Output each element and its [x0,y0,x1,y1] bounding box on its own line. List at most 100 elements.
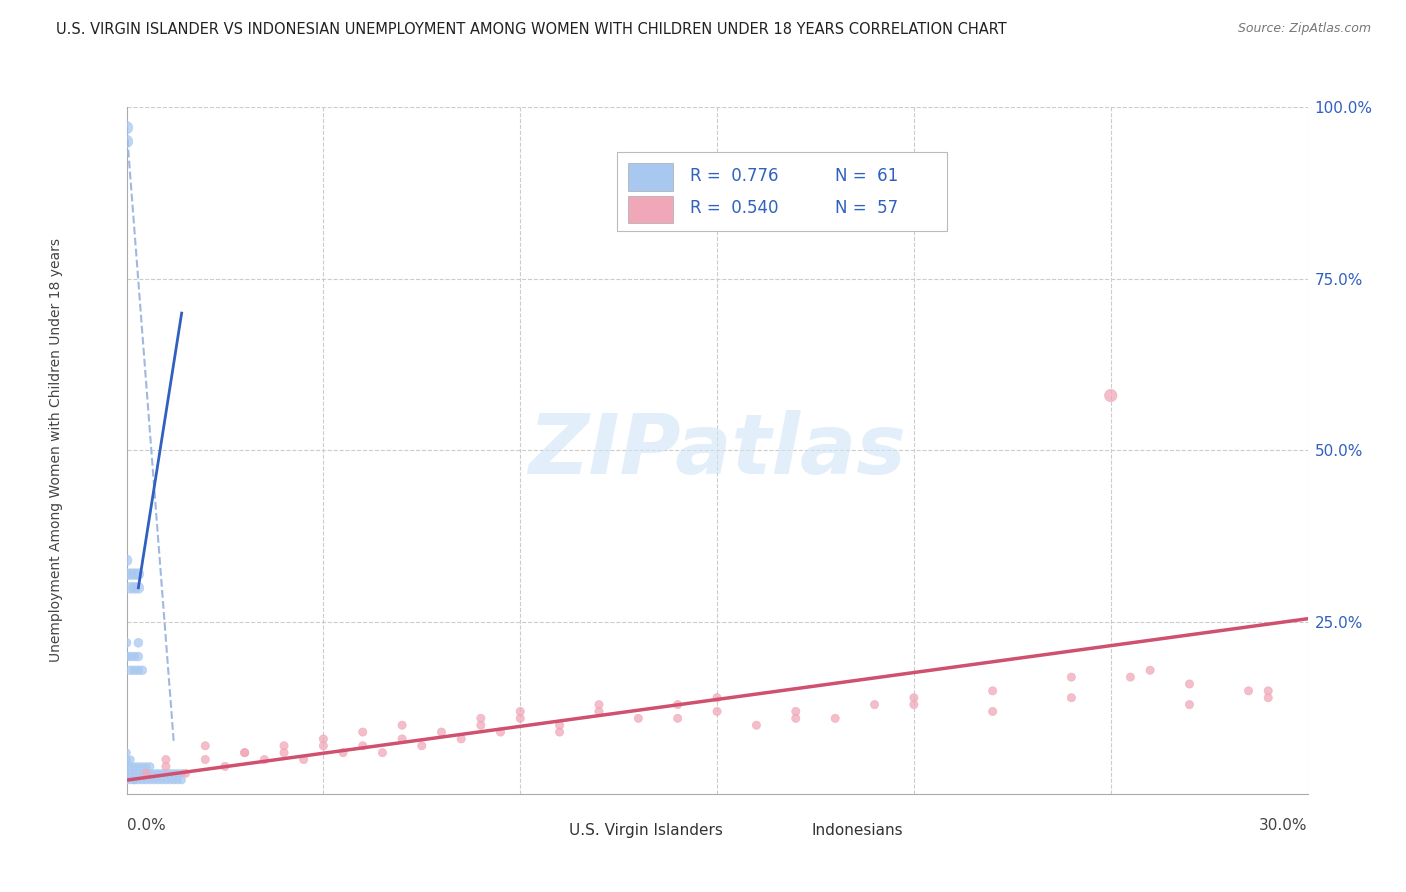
Point [120,649,142,664]
Point [391,718,413,732]
Point [127,636,149,650]
Point [548,718,571,732]
Point [115,746,138,760]
Point [666,711,689,725]
Point [135,773,157,788]
Point [371,746,394,760]
Point [155,752,177,766]
Point [120,773,142,788]
Point [124,567,146,582]
Point [253,752,276,766]
Text: N =  61: N = 61 [835,167,898,185]
Point [391,731,413,746]
Point [146,766,169,780]
Text: Source: ZipAtlas.com: Source: ZipAtlas.com [1237,22,1371,36]
Point [450,731,472,746]
Point [115,636,138,650]
Point [312,739,335,753]
Point [135,766,157,780]
Point [411,739,433,753]
Point [120,581,142,595]
Point [312,731,335,746]
Point [170,773,193,788]
Point [981,705,1004,719]
Point [233,746,256,760]
Bar [516,821,558,840]
Text: 0.0%: 0.0% [127,818,166,833]
Point [706,690,728,705]
Text: Indonesians: Indonesians [811,822,903,838]
Point [174,766,197,780]
Text: 30.0%: 30.0% [1260,818,1308,833]
Point [139,773,162,788]
Point [352,739,374,753]
Point [1237,683,1260,698]
Point [745,718,768,732]
Point [214,759,236,773]
Point [163,766,186,780]
Point [155,759,177,773]
Point [155,766,177,780]
Point [1139,663,1161,677]
Point [127,581,149,595]
Point [131,766,153,780]
Point [706,705,728,719]
Point [548,725,571,739]
Point [115,649,138,664]
FancyBboxPatch shape [617,152,948,231]
Point [131,773,153,788]
Point [1178,698,1201,712]
Point [233,746,256,760]
Point [120,663,142,677]
Point [135,766,157,780]
Point [115,134,138,148]
Point [124,649,146,664]
Point [159,773,181,788]
Point [166,773,188,788]
Text: Unemployment Among Women with Children Under 18 years: Unemployment Among Women with Children U… [49,238,63,663]
Point [1060,670,1083,684]
Point [127,567,149,582]
Point [124,766,146,780]
Point [1099,388,1122,402]
Point [115,120,138,135]
Point [194,739,217,753]
Point [131,663,153,677]
Point [292,752,315,766]
Text: R =  0.540: R = 0.540 [690,199,779,217]
Point [430,725,453,739]
Point [509,705,531,719]
Point [115,752,138,766]
Point [146,773,169,788]
Point [509,711,531,725]
Point [1178,677,1201,691]
Point [1257,683,1279,698]
Point [115,766,138,780]
Text: U.S. VIRGIN ISLANDER VS INDONESIAN UNEMPLOYMENT AMONG WOMEN WITH CHILDREN UNDER : U.S. VIRGIN ISLANDER VS INDONESIAN UNEMP… [56,22,1007,37]
Point [159,766,181,780]
Point [352,725,374,739]
Point [124,759,146,773]
Point [115,759,138,773]
Point [666,698,689,712]
Point [127,773,149,788]
Point [131,759,153,773]
Text: R =  0.776: R = 0.776 [690,167,779,185]
Point [273,746,295,760]
Point [124,581,146,595]
Point [150,773,173,788]
Point [120,766,142,780]
Point [470,718,492,732]
Point [143,766,166,780]
Point [127,649,149,664]
Point [124,773,146,788]
Point [135,759,157,773]
Point [115,553,138,567]
Point [627,711,650,725]
Point [120,752,142,766]
Point [120,759,142,773]
Point [143,773,166,788]
Point [127,663,149,677]
Point [124,773,146,788]
Point [1060,690,1083,705]
